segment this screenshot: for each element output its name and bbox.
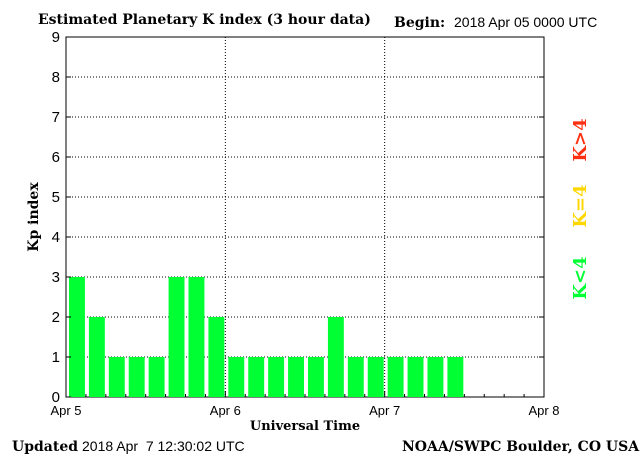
plot-frame <box>65 36 545 398</box>
y-tick-label: 2 <box>52 309 60 326</box>
grid-lines <box>66 37 544 397</box>
y-tick-label: 4 <box>52 229 60 246</box>
y-tick-label: 8 <box>52 69 60 86</box>
begin-value: 2018 Apr 05 0000 UTC <box>454 14 597 30</box>
bar <box>347 357 364 397</box>
bar <box>88 317 105 397</box>
y-tick-label: 1 <box>52 349 60 366</box>
y-tick-label: 3 <box>52 269 60 286</box>
y-axis-label: Kp index <box>26 182 42 252</box>
bar <box>188 277 205 397</box>
x-tick-label: Apr 7 <box>369 403 400 418</box>
begin-label: Begin: <box>394 15 445 31</box>
bar <box>148 357 165 397</box>
updated-value: 2018 Apr 7 12:30:02 UTC <box>82 438 245 454</box>
bar <box>387 357 404 397</box>
x-tick-label: Apr 6 <box>210 403 241 418</box>
bar <box>208 317 225 397</box>
legend-k-lt-4: K<4 <box>570 256 591 299</box>
bar <box>427 357 444 397</box>
bar <box>407 357 424 397</box>
bar <box>327 317 344 397</box>
legend-k-gt-4: K>4 <box>570 118 591 161</box>
bar <box>228 357 245 397</box>
x-axis-ticks: Apr 5 Apr 6 Apr 7 Apr 8 <box>50 391 560 418</box>
source-credit: NOAA/SWPC Boulder, CO USA <box>402 439 640 455</box>
x-tick-label: Apr 5 <box>50 403 81 418</box>
bar <box>108 357 125 397</box>
y-axis-ticks: 0 1 2 3 4 5 6 7 8 9 <box>52 29 544 406</box>
bar <box>308 357 324 397</box>
y-tick-label: 9 <box>52 29 60 46</box>
x-tick-label: Apr 8 <box>528 403 559 418</box>
bar <box>168 277 185 397</box>
y-tick-label: 6 <box>52 149 60 166</box>
x-axis-label: Universal Time <box>250 419 360 434</box>
bars-group <box>69 277 464 397</box>
updated-label: Updated <box>12 439 78 455</box>
y-tick-label: 0 <box>52 389 60 406</box>
chart-title: Estimated Planetary K index (3 hour data… <box>38 12 371 28</box>
y-tick-label: 7 <box>52 109 60 126</box>
bar <box>69 277 85 397</box>
bar <box>128 357 145 397</box>
legend-k-eq-4: K=4 <box>570 184 591 227</box>
bar <box>447 357 464 397</box>
bar <box>248 357 265 397</box>
y-tick-label: 5 <box>52 189 60 206</box>
bar <box>288 357 304 397</box>
bar <box>367 357 384 397</box>
bar <box>268 357 285 397</box>
